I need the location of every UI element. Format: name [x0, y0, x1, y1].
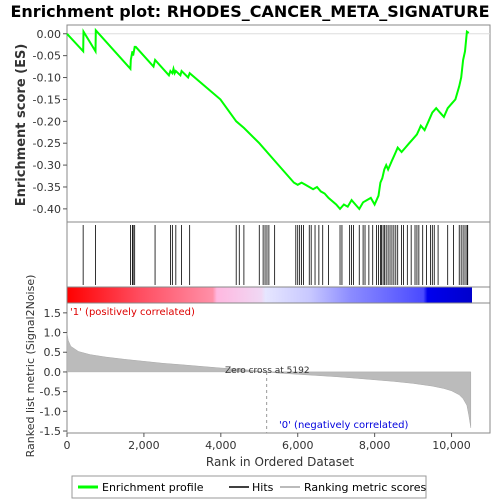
metric-y-tick-label: 0.5 — [44, 346, 62, 359]
x-tick-label: 6,000 — [282, 439, 314, 452]
zero-cross-label: Zero cross at 5192 — [225, 366, 310, 376]
rank-color-bar — [66, 286, 491, 304]
x-tick-label: 2,000 — [128, 439, 160, 452]
es-plot-frame — [66, 24, 491, 223]
metric-y-tick-label: -0.5 — [40, 386, 61, 399]
x-tick-label: 10,000 — [432, 439, 471, 452]
es-y-axis-label: Enrichment score (ES) — [14, 44, 29, 207]
es-y-tick-label: -0.30 — [33, 159, 61, 172]
hits-frame — [66, 221, 491, 288]
es-y-tick-label: -0.15 — [33, 93, 61, 106]
metric-y-ticks: 1.5 1.0 0.5 0.0 -0.5 -1.0 -1.5 — [40, 307, 67, 438]
hit-lines — [82, 225, 469, 285]
rank-gradient — [67, 287, 472, 303]
metric-y-tick-label: -1.0 — [40, 405, 61, 418]
es-y-tick-label: 0.00 — [37, 28, 62, 41]
metric-panel: 1.5 1.0 0.5 0.0 -0.5 -1.0 -1.5 '1' (positively… — [24, 275, 491, 458]
ranking-metric-area — [66, 332, 472, 428]
metric-y-tick-label: 1.0 — [44, 327, 62, 340]
x-tick-label: 4,000 — [205, 439, 237, 452]
metric-y-tick-label: 0.0 — [44, 366, 62, 379]
x-tick-label: 0 — [64, 439, 71, 452]
metric-y-tick-label: -1.5 — [40, 425, 61, 438]
legend-metric-label: Ranking metric scores — [304, 481, 426, 494]
es-y-tick-label: -0.40 — [33, 203, 61, 216]
es-y-tick-label: -0.25 — [33, 137, 61, 150]
negative-correlated-label: '0' (negatively correlated) — [279, 420, 408, 431]
legend-enrichment-label: Enrichment profile — [102, 481, 204, 494]
es-y-ticks: 0.00 -0.05 -0.10 -0.15 -0.20 -0.25 -0.30 -0.35 -… — [33, 28, 67, 216]
es-y-tick-label: -0.35 — [33, 181, 61, 194]
chart-title: Enrichment plot: RHODES_CANCER_META_SIGN… — [10, 2, 489, 21]
hits-panel — [66, 221, 491, 288]
metric-y-tick-label: 1.5 — [44, 307, 62, 320]
legend-hits-label: Hits — [252, 481, 274, 494]
positive-correlated-label: '1' (positively correlated) — [70, 307, 195, 318]
x-axis-label: Rank in Ordered Dataset — [206, 455, 354, 469]
es-y-tick-label: -0.20 — [33, 115, 61, 128]
legend: Enrichment profile Hits Ranking metric s… — [71, 475, 427, 499]
es-y-tick-label: -0.10 — [33, 72, 61, 85]
enrichment-profile-line — [66, 27, 470, 211]
metric-y-axis-label: Ranked list metric (Signal2Noise) — [24, 275, 37, 458]
x-tick-label: 8,000 — [359, 439, 391, 452]
x-axis-ticks: 0 2,000 4,000 6,000 8,000 10,000 — [64, 433, 471, 452]
es-panel: 0.00 -0.05 -0.10 -0.15 -0.20 -0.25 -0.30 -0.35 -… — [14, 24, 491, 223]
es-y-tick-label: -0.05 — [33, 50, 61, 63]
